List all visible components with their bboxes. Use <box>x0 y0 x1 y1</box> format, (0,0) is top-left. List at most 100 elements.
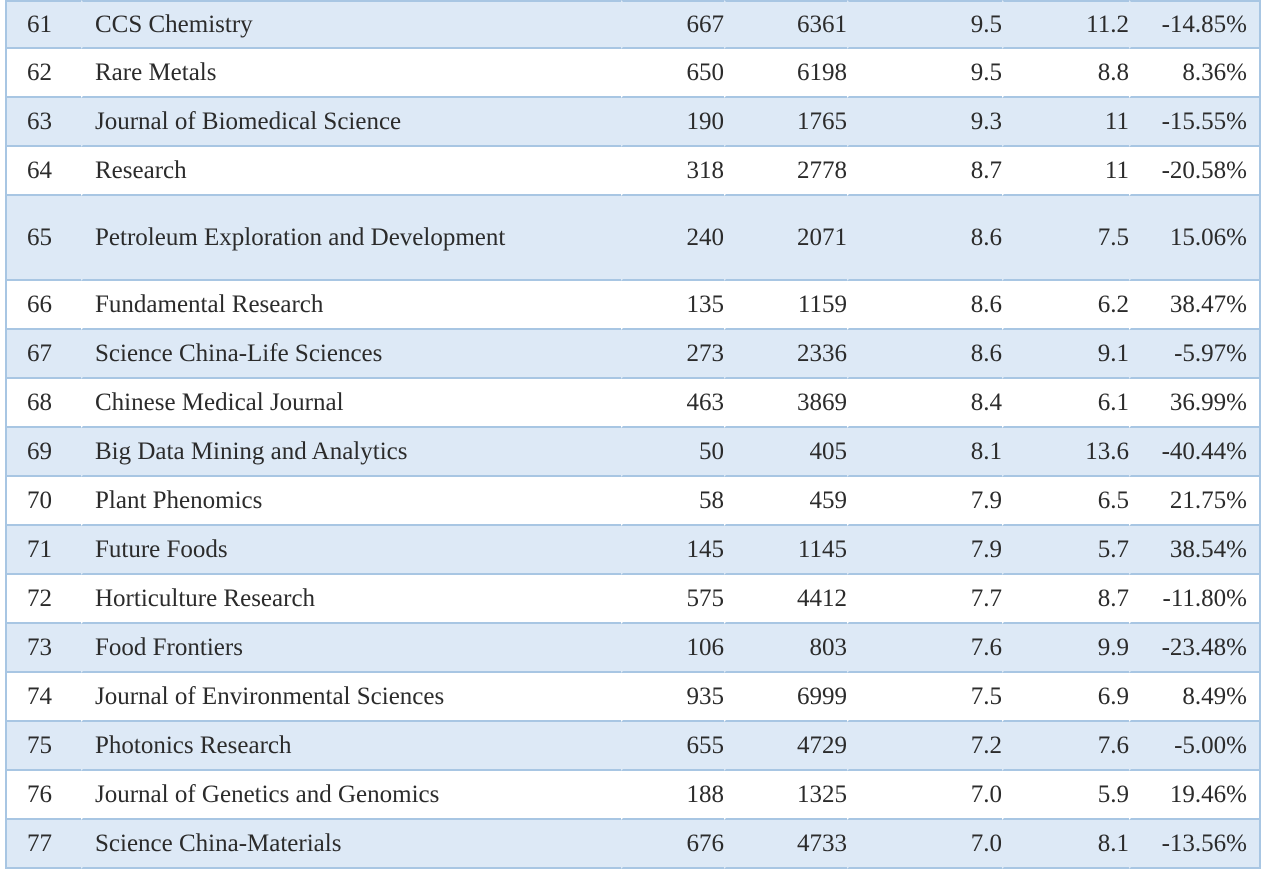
rank-cell: 65 <box>5 196 81 281</box>
journal-name-cell: Plant Phenomics <box>81 477 621 526</box>
value-b-cell: 1145 <box>724 526 847 575</box>
value-d-cell: 9.9 <box>1002 624 1129 673</box>
change-percent-cell: -20.58% <box>1129 147 1261 196</box>
value-c-cell: 9.5 <box>847 49 1002 98</box>
value-d-cell: 8.1 <box>1002 820 1129 869</box>
journal-name-cell: Petroleum Exploration and Development <box>81 196 621 281</box>
value-a-cell: 667 <box>621 0 724 49</box>
table-row: 71 Future Foods 145 1145 7.9 5.7 38.54% <box>5 526 1261 575</box>
rank-cell: 61 <box>5 0 81 49</box>
value-a-cell: 655 <box>621 722 724 771</box>
value-b-cell: 2071 <box>724 196 847 281</box>
table-row: 61 CCS Chemistry 667 6361 9.5 11.2 -14.85% <box>5 0 1261 49</box>
change-percent-cell: -5.00% <box>1129 722 1261 771</box>
rank-cell: 77 <box>5 820 81 869</box>
value-b-cell: 1325 <box>724 771 847 820</box>
change-percent-cell: -23.48% <box>1129 624 1261 673</box>
value-d-cell: 13.6 <box>1002 428 1129 477</box>
journal-name-cell: Photonics Research <box>81 722 621 771</box>
value-b-cell: 803 <box>724 624 847 673</box>
journal-name-cell: Journal of Biomedical Science <box>81 98 621 147</box>
rank-cell: 68 <box>5 379 81 428</box>
rank-cell: 72 <box>5 575 81 624</box>
change-percent-cell: 38.47% <box>1129 281 1261 330</box>
value-c-cell: 7.0 <box>847 771 1002 820</box>
value-d-cell: 11 <box>1002 98 1129 147</box>
table-body: 61 CCS Chemistry 667 6361 9.5 11.2 -14.85% 62 Ra… <box>5 0 1261 869</box>
value-b-cell: 4729 <box>724 722 847 771</box>
journal-name-cell: CCS Chemistry <box>81 0 621 49</box>
table-row: 77 Science China-Materials 676 4733 7.0 8.1 -1… <box>5 820 1261 869</box>
value-a-cell: 240 <box>621 196 724 281</box>
change-percent-cell: 19.46% <box>1129 771 1261 820</box>
value-a-cell: 188 <box>621 771 724 820</box>
value-d-cell: 11.2 <box>1002 0 1129 49</box>
value-b-cell: 459 <box>724 477 847 526</box>
value-b-cell: 3869 <box>724 379 847 428</box>
value-a-cell: 650 <box>621 49 724 98</box>
value-d-cell: 6.2 <box>1002 281 1129 330</box>
change-percent-cell: -11.80% <box>1129 575 1261 624</box>
value-a-cell: 50 <box>621 428 724 477</box>
value-a-cell: 318 <box>621 147 724 196</box>
value-a-cell: 106 <box>621 624 724 673</box>
value-d-cell: 5.9 <box>1002 771 1129 820</box>
value-d-cell: 9.1 <box>1002 330 1129 379</box>
change-percent-cell: 15.06% <box>1129 196 1261 281</box>
value-c-cell: 9.3 <box>847 98 1002 147</box>
table-row: 73 Food Frontiers 106 803 7.6 9.9 -23.48% <box>5 624 1261 673</box>
change-percent-cell: 8.49% <box>1129 673 1261 722</box>
rank-cell: 73 <box>5 624 81 673</box>
value-b-cell: 1765 <box>724 98 847 147</box>
table-row: 63 Journal of Biomedical Science 190 1765 9.… <box>5 98 1261 147</box>
change-percent-cell: -40.44% <box>1129 428 1261 477</box>
rank-cell: 67 <box>5 330 81 379</box>
value-b-cell: 405 <box>724 428 847 477</box>
value-b-cell: 4412 <box>724 575 847 624</box>
rank-cell: 66 <box>5 281 81 330</box>
value-c-cell: 8.6 <box>847 330 1002 379</box>
journal-name-cell: Fundamental Research <box>81 281 621 330</box>
value-c-cell: 7.9 <box>847 477 1002 526</box>
rank-cell: 63 <box>5 98 81 147</box>
table-row: 74 Journal of Environmental Sciences 935 69… <box>5 673 1261 722</box>
value-d-cell: 5.7 <box>1002 526 1129 575</box>
rank-cell: 70 <box>5 477 81 526</box>
value-d-cell: 7.5 <box>1002 196 1129 281</box>
change-percent-cell: 36.99% <box>1129 379 1261 428</box>
rank-cell: 74 <box>5 673 81 722</box>
value-c-cell: 8.4 <box>847 379 1002 428</box>
rank-cell: 64 <box>5 147 81 196</box>
change-percent-cell: 8.36% <box>1129 49 1261 98</box>
journal-name-cell: Chinese Medical Journal <box>81 379 621 428</box>
value-a-cell: 935 <box>621 673 724 722</box>
value-b-cell: 6999 <box>724 673 847 722</box>
value-d-cell: 6.5 <box>1002 477 1129 526</box>
journal-name-cell: Rare Metals <box>81 49 621 98</box>
value-a-cell: 463 <box>621 379 724 428</box>
value-d-cell: 6.1 <box>1002 379 1129 428</box>
journal-ranking-table: 61 CCS Chemistry 667 6361 9.5 11.2 -14.85% 62 Ra… <box>5 0 1261 869</box>
rank-cell: 71 <box>5 526 81 575</box>
change-percent-cell: -13.56% <box>1129 820 1261 869</box>
journal-name-cell: Journal of Environmental Sciences <box>81 673 621 722</box>
journal-name-cell: Science China-Materials <box>81 820 621 869</box>
rank-cell: 75 <box>5 722 81 771</box>
value-a-cell: 190 <box>621 98 724 147</box>
value-c-cell: 8.1 <box>847 428 1002 477</box>
change-percent-cell: -14.85% <box>1129 0 1261 49</box>
table-row: 75 Photonics Research 655 4729 7.2 7.6 -5.00% <box>5 722 1261 771</box>
table-row: 70 Plant Phenomics 58 459 7.9 6.5 21.75% <box>5 477 1261 526</box>
value-c-cell: 7.9 <box>847 526 1002 575</box>
table-row: 67 Science China-Life Sciences 273 2336 8.6 9… <box>5 330 1261 379</box>
value-b-cell: 6361 <box>724 0 847 49</box>
table-row: 62 Rare Metals 650 6198 9.5 8.8 8.36% <box>5 49 1261 98</box>
table-row: 66 Fundamental Research 135 1159 8.6 6.2 38.47… <box>5 281 1261 330</box>
change-percent-cell: -5.97% <box>1129 330 1261 379</box>
value-c-cell: 9.5 <box>847 0 1002 49</box>
change-percent-cell: -15.55% <box>1129 98 1261 147</box>
value-a-cell: 58 <box>621 477 724 526</box>
table-row: 65 Petroleum Exploration and Development 2… <box>5 196 1261 281</box>
value-d-cell: 8.8 <box>1002 49 1129 98</box>
value-b-cell: 6198 <box>724 49 847 98</box>
